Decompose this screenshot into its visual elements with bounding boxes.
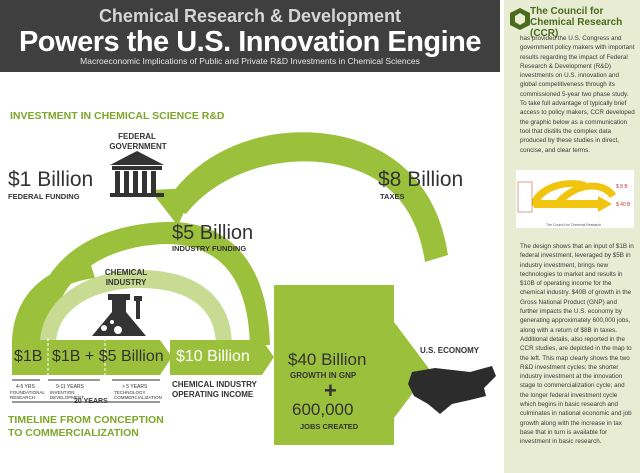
government-building-icon	[110, 151, 164, 197]
sidebar-paragraph-2: The design shows that an input of $1B in…	[520, 243, 634, 446]
operating-income-label1: CHEMICAL INDUSTRY	[172, 380, 257, 389]
inner-arc	[40, 270, 232, 345]
gnp-label: GROWTH IN GNP	[290, 371, 357, 380]
section-title: INVESTMENT IN CHEMICAL SCIENCE R&D	[10, 110, 225, 122]
stage1-label1: FOUNDATIONAL	[10, 390, 45, 395]
sidebar-paragraph-1: has provided the U.S. Congress and gover…	[520, 35, 635, 154]
federal-label-line1: FEDERAL	[118, 132, 156, 141]
flow-box-1b	[12, 340, 47, 375]
flow-box-40b	[274, 285, 394, 445]
flow-box-6b-text: $1B + $5 Billion	[52, 348, 164, 365]
taxes-label: TAXES	[380, 192, 405, 201]
stage2-label1: INVENTION	[50, 390, 75, 395]
flow-arrow-4	[394, 322, 430, 418]
flow-box-10b-text: $10 Billion	[176, 348, 250, 365]
stage2-years: 9-11 YEARS	[56, 384, 84, 390]
infographic-graphics	[12, 132, 496, 445]
industry-label-line2: INDUSTRY	[105, 278, 147, 287]
thumbnail-flow: $ 8 B $ 40 B The Council for Chemical Re…	[517, 180, 631, 227]
header-banner: Chemical Research & Development Powers t…	[0, 0, 500, 72]
timeline-title-line2: TO COMMERCIALIZATION	[8, 427, 139, 439]
stage1-years: 4-5 YRS	[16, 384, 35, 390]
industry-amount-label: INDUSTRY FUNDING	[172, 244, 247, 253]
taxes-arc	[164, 132, 448, 262]
gnp-amount: $40 Billion	[288, 350, 367, 369]
federal-amount: $1 Billion	[8, 168, 94, 191]
jobs-label: JOBS CREATED	[300, 422, 359, 431]
industry-amount: $5 Billion	[172, 222, 254, 244]
us-economy-label: U.S. ECONOMY	[420, 346, 480, 355]
thumbnail-graphic: $ 8 B $ 40 B The Council for Chemical Re…	[516, 170, 634, 228]
industry-label-line1: CHEMICAL	[104, 268, 148, 277]
operating-income-label2: OPERATING INCOME	[172, 390, 254, 399]
header-title-main: Powers the U.S. Innovation Engine	[18, 26, 482, 58]
org-name: The Council for Chemical Research (CCR)	[530, 6, 623, 39]
header-subtitle: Macroeconomic Implications of Public and…	[80, 56, 420, 66]
flow-box-6b	[48, 340, 160, 375]
stage3-label2: COMMERCIALIZATION	[114, 395, 162, 400]
stage3-years: > 5 YEARS	[122, 384, 148, 390]
flow-box-1b-text: $1B	[14, 348, 43, 365]
header-title-top: Chemical Research & Development	[98, 6, 402, 26]
flow-arrow-2	[160, 340, 172, 375]
flow-arrow-3	[262, 340, 274, 375]
us-map-icon	[408, 366, 496, 414]
ccr-logo-icon	[510, 8, 530, 30]
svg-text:$ 8 B: $ 8 B	[616, 184, 628, 190]
infographic: INVESTMENT IN CHEMICAL SCIENCE R&D FEDER…	[0, 72, 500, 473]
svg-text:$ 40 B: $ 40 B	[616, 202, 631, 208]
thumbnail-caption: The Council for Chemical Research	[546, 223, 601, 227]
sidebar: The Council for Chemical Research (CCR) …	[504, 0, 640, 473]
federal-label-line2: GOVERNMENT	[109, 142, 167, 151]
flow-box-10b	[170, 340, 262, 375]
timeline-total: 20 YEARS	[74, 398, 108, 405]
federal-funding-arc	[12, 262, 95, 345]
industry-arc	[30, 221, 270, 345]
stage1-label2: RESEARCH	[10, 395, 36, 400]
timeline-title-line1: TIMELINE FROM CONCEPTION	[8, 414, 164, 426]
plus-sign: +	[324, 378, 337, 403]
taxes-amount: $8 Billion	[378, 168, 464, 191]
federal-amount-label: FEDERAL FUNDING	[8, 192, 80, 201]
stage2-label2: DEVELOPMENT	[50, 395, 85, 400]
chemical-flask-icon	[92, 294, 146, 336]
stage3-label1: TECHNOLOGY	[114, 390, 146, 395]
taxes-arrowhead	[150, 188, 194, 226]
jobs-amount: 600,000	[292, 400, 354, 419]
